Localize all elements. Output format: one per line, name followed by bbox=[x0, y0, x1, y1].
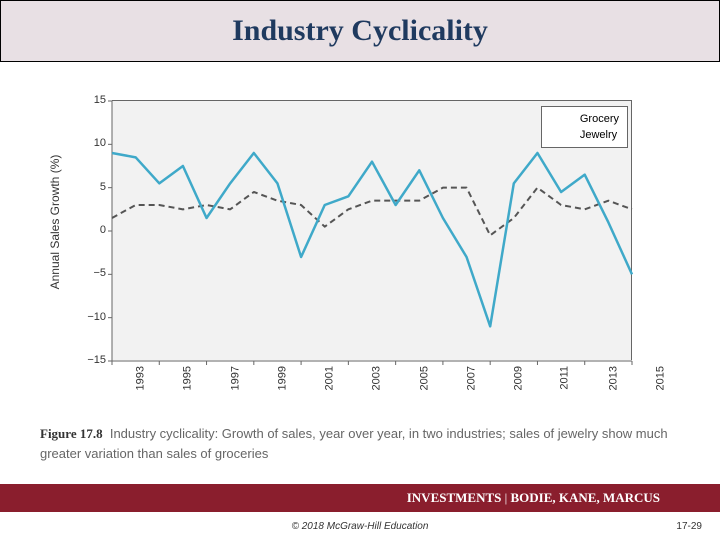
x-tick-label: 2009 bbox=[513, 366, 525, 390]
figure-label: Figure 17.8 bbox=[40, 426, 103, 441]
legend-label-grocery: Grocery bbox=[580, 113, 619, 125]
y-tick-label: 5 bbox=[80, 181, 106, 193]
figure-caption: Figure 17.8 Industry cyclicality: Growth… bbox=[40, 424, 680, 463]
y-tick-label: −10 bbox=[80, 311, 106, 323]
x-tick-label: 2015 bbox=[654, 366, 666, 390]
x-tick-label: 1993 bbox=[134, 366, 146, 390]
legend: Grocery Jewelry bbox=[541, 106, 628, 148]
x-tick-label: 1997 bbox=[229, 366, 241, 390]
copyright-bar: © 2018 McGraw-Hill Education bbox=[0, 512, 720, 540]
y-tick-label: −5 bbox=[80, 267, 106, 279]
footer-authors: BODIE, KANE, MARCUS bbox=[510, 490, 660, 505]
legend-label-jewelry: Jewelry bbox=[580, 129, 617, 141]
chart-area: Annual Sales Growth (%) Grocery Jewelry … bbox=[40, 92, 680, 412]
caption-text: Industry cyclicality: Growth of sales, y… bbox=[40, 426, 668, 461]
y-tick-label: −15 bbox=[80, 354, 106, 366]
title-bar: Industry Cyclicality bbox=[0, 0, 720, 62]
page-number: 17-29 bbox=[676, 521, 702, 532]
x-tick-label: 2005 bbox=[418, 366, 430, 390]
x-tick-label: 2013 bbox=[607, 366, 619, 390]
x-tick-label: 1999 bbox=[276, 366, 288, 390]
y-axis-label: Annual Sales Growth (%) bbox=[48, 155, 62, 290]
legend-row-jewelry: Jewelry bbox=[550, 127, 619, 143]
page-title: Industry Cyclicality bbox=[232, 14, 488, 48]
copyright: © 2018 McGraw-Hill Education bbox=[292, 521, 429, 532]
y-tick-label: 10 bbox=[80, 137, 106, 149]
x-tick-label: 1995 bbox=[182, 366, 194, 390]
footer-text: INVESTMENTS | BODIE, KANE, MARCUS bbox=[407, 490, 660, 506]
y-tick-label: 15 bbox=[80, 94, 106, 106]
x-tick-label: 2011 bbox=[559, 366, 571, 390]
x-tick-label: 2003 bbox=[371, 366, 383, 390]
footer-brand: INVESTMENTS bbox=[407, 490, 502, 505]
footer-bar: INVESTMENTS | BODIE, KANE, MARCUS bbox=[0, 484, 720, 512]
x-tick-label: 2007 bbox=[465, 366, 477, 390]
legend-row-grocery: Grocery bbox=[550, 111, 619, 127]
y-tick-label: 0 bbox=[80, 224, 106, 236]
x-tick-label: 2001 bbox=[324, 366, 336, 390]
